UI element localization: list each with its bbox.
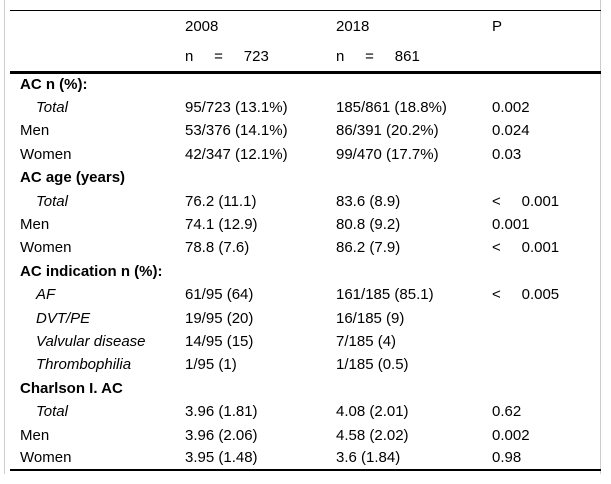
section-label: AC n (%): — [20, 76, 88, 94]
header-row-years: 2008 2018 P — [10, 11, 601, 42]
row-label: Total — [36, 192, 68, 210]
row-label: Thrombophilia — [36, 356, 132, 374]
row-label: Valvular disease — [36, 332, 146, 350]
row-label: Women — [20, 449, 72, 467]
p-value: 0.98 — [492, 449, 522, 467]
value-2018: 1/185 (0.5) — [336, 356, 409, 374]
value-2018: 16/185 (9) — [336, 309, 405, 327]
value-2008: 14/95 (15) — [185, 332, 254, 350]
subheader-n-2008: n = 723 — [185, 47, 269, 65]
value-2018: 7/185 (4) — [336, 332, 397, 350]
column-header-2008: 2008 — [185, 17, 219, 35]
table-row: Men 53/376 (14.1%) 86/391 (20.2%) 0.024 — [10, 119, 601, 142]
p-value: 0.002 — [492, 426, 530, 444]
table-row: Women 3.95 (1.48) 3.6 (1.84) 0.98 — [10, 447, 601, 470]
table-row: AF 61/95 (64) 161/185 (85.1) < 0.005 — [10, 283, 601, 306]
table-body: AC n (%): Total 95/723 (13.1%) 185/861 (18.… — [10, 73, 601, 471]
value-2018: 80.8 (9.2) — [336, 216, 401, 234]
table-row: Total 76.2 (11.1) 83.6 (8.9) < 0.001 — [10, 189, 601, 212]
p-value: 0.001 — [492, 216, 530, 234]
value-2018: 185/861 (18.8%) — [336, 99, 447, 117]
value-2008: 3.95 (1.48) — [185, 449, 258, 467]
row-label: Women — [20, 145, 72, 163]
value-2018: 83.6 (8.9) — [336, 192, 401, 210]
column-header-2018: 2018 — [336, 17, 370, 35]
value-2008: 3.96 (1.81) — [185, 403, 258, 421]
section-row: Charlson I. AC — [10, 377, 601, 400]
subheader-n-2018: n = 861 — [336, 47, 420, 65]
p-value — [482, 330, 601, 353]
value-2008: 74.1 (12.9) — [185, 216, 258, 234]
statistics-table: 2008 2018 P n = 723 n = 861 AC n (%): Tot… — [10, 10, 601, 472]
table-row: Thrombophilia 1/95 (1) 1/185 (0.5) — [10, 353, 601, 376]
value-2008: 95/723 (13.1%) — [185, 99, 288, 117]
p-value — [482, 166, 601, 189]
row-label: DVT/PE — [36, 309, 91, 327]
table-row: Total 95/723 (13.1%) 185/861 (18.8%) 0.002 — [10, 96, 601, 119]
section-row: AC indication n (%): — [10, 260, 601, 283]
value-2018 — [326, 260, 482, 283]
table-frame: 2008 2018 P n = 723 n = 861 AC n (%): Tot… — [4, 0, 601, 474]
row-label: Men — [20, 426, 50, 444]
value-2018: 4.08 (2.01) — [336, 403, 409, 421]
p-value: < 0.001 — [492, 239, 560, 257]
p-value: 0.03 — [492, 145, 522, 163]
p-value — [482, 73, 601, 96]
value-2018: 86.2 (7.9) — [336, 239, 401, 257]
table-header: 2008 2018 P n = 723 n = 861 — [10, 11, 601, 73]
value-2008 — [175, 166, 326, 189]
value-2018 — [326, 166, 482, 189]
table-row: DVT/PE 19/95 (20) 16/185 (9) — [10, 306, 601, 329]
value-2008: 61/95 (64) — [185, 286, 254, 304]
row-label: Total — [36, 403, 68, 421]
p-value: 0.62 — [492, 403, 522, 421]
row-label: AF — [36, 286, 56, 304]
subheader-label — [10, 42, 175, 73]
p-value — [482, 306, 601, 329]
p-value: 0.002 — [492, 99, 530, 117]
column-header-label — [10, 11, 175, 42]
p-value: < 0.001 — [492, 192, 560, 210]
header-row-counts: n = 723 n = 861 — [10, 42, 601, 73]
table-row: Total 3.96 (1.81) 4.08 (2.01) 0.62 — [10, 400, 601, 423]
section-label: Charlson I. AC — [20, 379, 123, 397]
section-label: AC age (years) — [20, 169, 126, 187]
row-label: Total — [36, 99, 68, 117]
value-2008 — [175, 260, 326, 283]
row-label: Women — [20, 239, 72, 257]
value-2018: 99/470 (17.7%) — [336, 145, 439, 163]
value-2008 — [175, 73, 326, 96]
section-row: AC n (%): — [10, 73, 601, 96]
p-value — [482, 377, 601, 400]
p-value: < 0.005 — [492, 286, 560, 304]
row-label: Men — [20, 122, 50, 140]
value-2008: 19/95 (20) — [185, 309, 254, 327]
value-2018: 161/185 (85.1) — [336, 286, 434, 304]
table-row: Women 78.8 (7.6) 86.2 (7.9) < 0.001 — [10, 236, 601, 259]
value-2008: 42/347 (12.1%) — [185, 145, 288, 163]
value-2018 — [326, 377, 482, 400]
value-2008 — [175, 377, 326, 400]
value-2008: 3.96 (2.06) — [185, 426, 258, 444]
column-header-p: P — [492, 17, 503, 35]
table-row: Men 74.1 (12.9) 80.8 (9.2) 0.001 — [10, 213, 601, 236]
p-value — [482, 260, 601, 283]
value-2008: 53/376 (14.1%) — [185, 122, 288, 140]
subheader-p — [482, 42, 601, 73]
table-row: Women 42/347 (12.1%) 99/470 (17.7%) 0.03 — [10, 143, 601, 166]
p-value: 0.024 — [492, 122, 530, 140]
table-row: Men 3.96 (2.06) 4.58 (2.02) 0.002 — [10, 423, 601, 446]
p-value — [482, 353, 601, 376]
value-2018: 3.6 (1.84) — [336, 449, 401, 467]
value-2018 — [326, 73, 482, 96]
row-label: Men — [20, 216, 50, 234]
value-2008: 76.2 (11.1) — [185, 192, 257, 210]
table-row: Valvular disease 14/95 (15) 7/185 (4) — [10, 330, 601, 353]
section-label: AC indication n (%): — [20, 262, 163, 280]
value-2018: 4.58 (2.02) — [336, 426, 409, 444]
value-2008: 1/95 (1) — [185, 356, 237, 374]
value-2018: 86/391 (20.2%) — [336, 122, 439, 140]
section-row: AC age (years) — [10, 166, 601, 189]
value-2008: 78.8 (7.6) — [185, 239, 250, 257]
